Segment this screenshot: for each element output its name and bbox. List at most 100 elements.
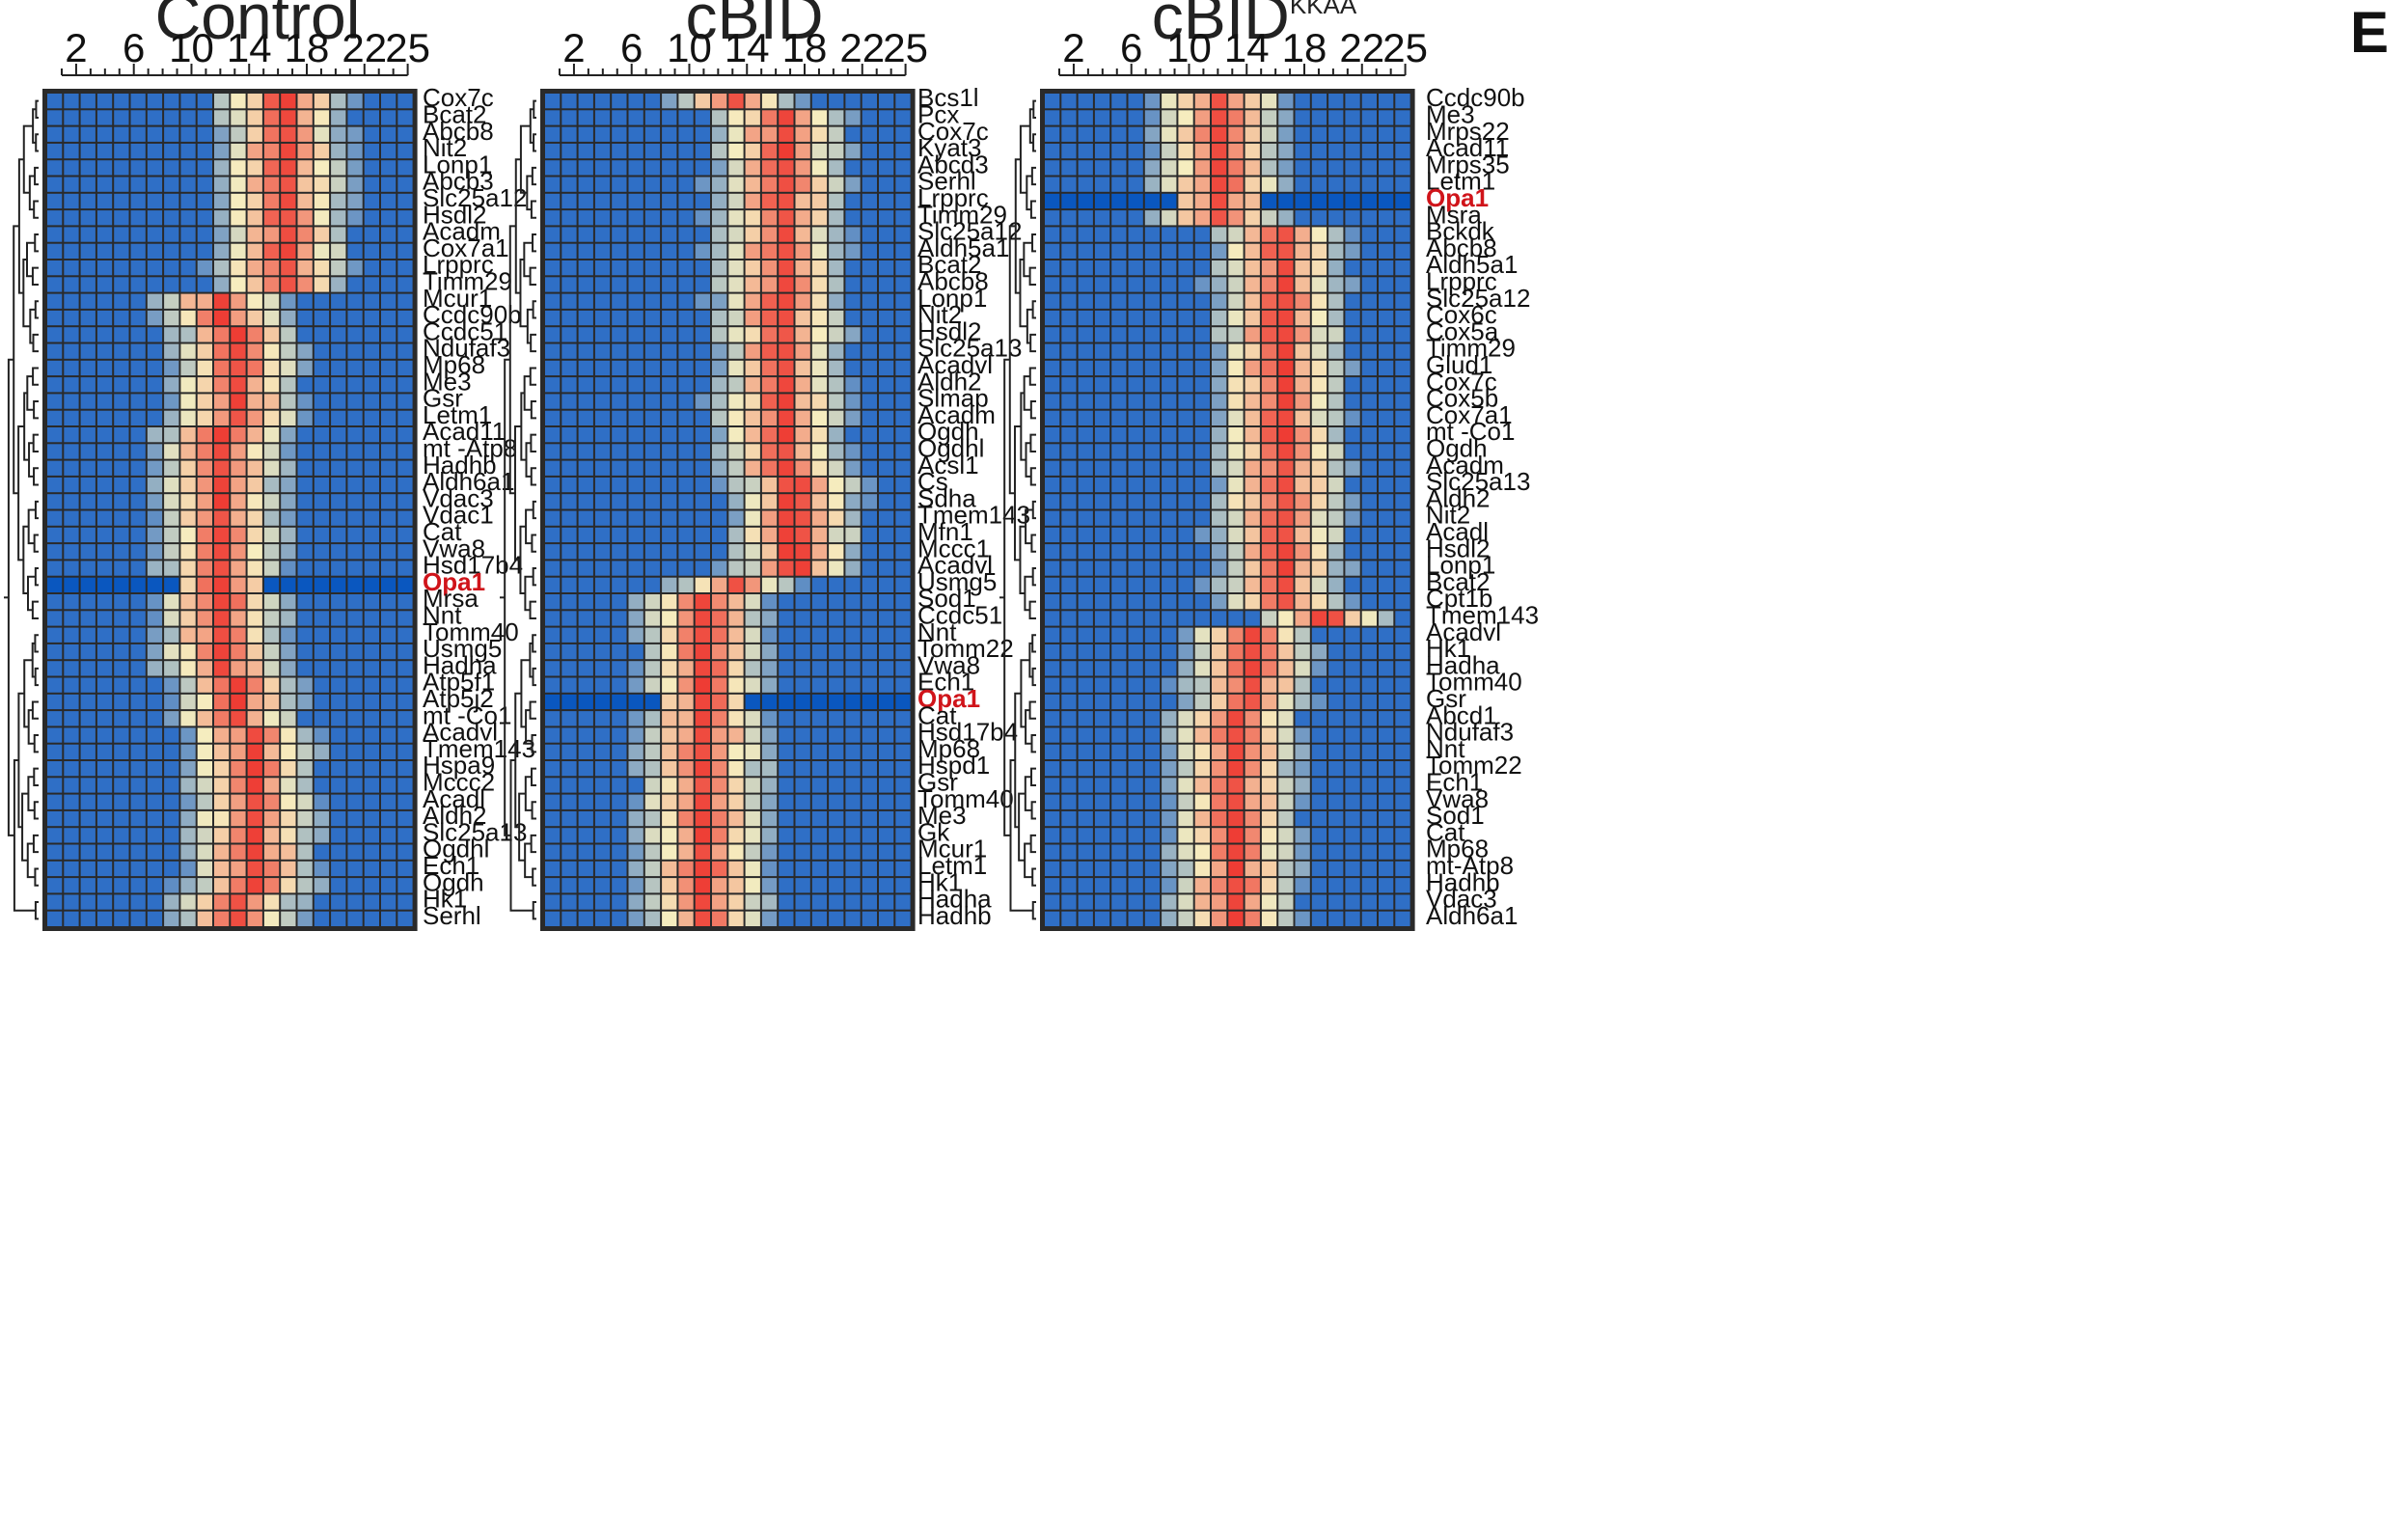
heatmap-cell xyxy=(197,427,212,443)
heatmap-cell xyxy=(1295,677,1310,693)
heatmap-cell xyxy=(1361,911,1377,926)
heatmap-cell xyxy=(1111,327,1127,342)
heatmap-cell xyxy=(1361,861,1377,877)
heatmap-cell xyxy=(314,794,330,809)
heatmap-cell xyxy=(96,844,113,860)
heatmap-cell xyxy=(644,561,661,576)
heatmap-cell xyxy=(1245,177,1260,192)
heatmap-cell xyxy=(1228,594,1244,610)
heatmap-cell xyxy=(1178,94,1193,109)
heatmap-cell xyxy=(263,260,280,276)
heatmap-cell xyxy=(1045,878,1060,893)
gene-label: mt -Co1 xyxy=(423,700,511,729)
heatmap-cell xyxy=(263,744,280,759)
heatmap-cell xyxy=(612,878,627,893)
heatmap-cell xyxy=(214,911,230,926)
heatmap-cell xyxy=(829,744,844,759)
heatmap-cell xyxy=(263,427,280,443)
heatmap-cell xyxy=(214,794,230,809)
heatmap-cell xyxy=(381,510,397,526)
heatmap-cell xyxy=(829,611,844,626)
heatmap-cell xyxy=(1278,126,1294,142)
dendrogram-branch xyxy=(1028,367,1036,386)
heatmap-cell xyxy=(381,778,397,793)
heatmap-cell xyxy=(147,828,163,843)
heatmap-cell xyxy=(314,694,330,710)
heatmap-cell xyxy=(628,227,643,242)
heatmap-cell xyxy=(1128,444,1143,459)
heatmap-cell xyxy=(895,677,911,693)
heatmap-cell xyxy=(662,577,677,592)
heatmap-cell xyxy=(1228,110,1244,125)
heatmap-cell xyxy=(1212,394,1227,409)
heatmap-cell xyxy=(712,477,727,493)
heatmap-cell xyxy=(1111,661,1127,676)
heatmap-cell xyxy=(331,293,346,309)
heatmap-cell xyxy=(1379,277,1394,292)
heatmap-cell xyxy=(180,794,196,809)
heatmap-cell xyxy=(364,878,379,893)
heatmap-cell xyxy=(695,310,710,326)
heatmap-cell xyxy=(779,677,794,693)
heatmap-cell xyxy=(1328,410,1344,425)
heatmap-cell xyxy=(761,778,778,793)
heatmap-cell xyxy=(845,611,861,626)
heatmap-cell xyxy=(263,193,280,209)
heatmap-cell xyxy=(197,243,212,259)
heatmap-cell xyxy=(662,911,677,926)
heatmap-cell xyxy=(761,761,778,777)
heatmap-cell xyxy=(779,177,794,192)
heatmap-cell xyxy=(147,577,163,592)
heatmap-cell xyxy=(1261,327,1277,342)
heatmap-cell xyxy=(1261,210,1277,226)
heatmap-cell xyxy=(1078,794,1093,809)
heatmap-cell xyxy=(331,360,346,376)
heatmap-cell xyxy=(761,627,778,643)
heatmap-cell xyxy=(1144,561,1161,576)
heatmap-cell xyxy=(1111,794,1127,809)
heatmap-cell xyxy=(397,711,413,726)
heatmap-cell xyxy=(1128,260,1143,276)
heatmap-cell xyxy=(130,561,146,576)
heatmap-cell xyxy=(644,394,661,409)
heatmap-cell xyxy=(1111,160,1127,176)
heatmap-cell xyxy=(761,444,778,459)
heatmap-cell xyxy=(1061,160,1077,176)
heatmap-cell xyxy=(297,394,313,409)
heatmap-cell xyxy=(728,677,744,693)
heatmap-cell xyxy=(1295,310,1310,326)
dendrogram-branch xyxy=(530,433,536,452)
heatmap-cell xyxy=(263,243,280,259)
heatmap-cell xyxy=(1144,577,1161,592)
heatmap-cell xyxy=(829,878,844,893)
heatmap-cell xyxy=(1328,110,1344,125)
heatmap-cell xyxy=(1379,193,1394,209)
heatmap-cell xyxy=(263,711,280,726)
heatmap-cell xyxy=(1212,143,1227,159)
heatmap-cell xyxy=(662,677,677,693)
dendrogram-branch xyxy=(1032,133,1036,152)
heatmap-cell xyxy=(1111,460,1127,476)
heatmap-cell xyxy=(779,577,794,592)
heatmap-cell xyxy=(1045,477,1060,493)
heatmap-cell xyxy=(1328,343,1344,359)
heatmap-cell xyxy=(1061,110,1077,125)
heatmap-cell xyxy=(381,878,397,893)
heatmap-cell xyxy=(662,594,677,610)
heatmap-cell xyxy=(745,694,760,710)
gene-label: Letm1 xyxy=(917,851,987,880)
heatmap-cell xyxy=(1212,828,1227,843)
heatmap-cell xyxy=(761,277,778,292)
heatmap-cell xyxy=(712,594,727,610)
heatmap-cell xyxy=(612,427,627,443)
heatmap-cell xyxy=(1178,594,1193,610)
heatmap-cell xyxy=(845,126,861,142)
heatmap-cell xyxy=(1111,878,1127,893)
heatmap-cell xyxy=(1178,878,1193,893)
heatmap-cell xyxy=(829,761,844,777)
heatmap-cell xyxy=(364,894,379,910)
heatmap-cell xyxy=(1045,527,1060,543)
heatmap-cell xyxy=(1162,143,1177,159)
heatmap-cell xyxy=(761,110,778,125)
heatmap-cell xyxy=(1061,460,1077,476)
